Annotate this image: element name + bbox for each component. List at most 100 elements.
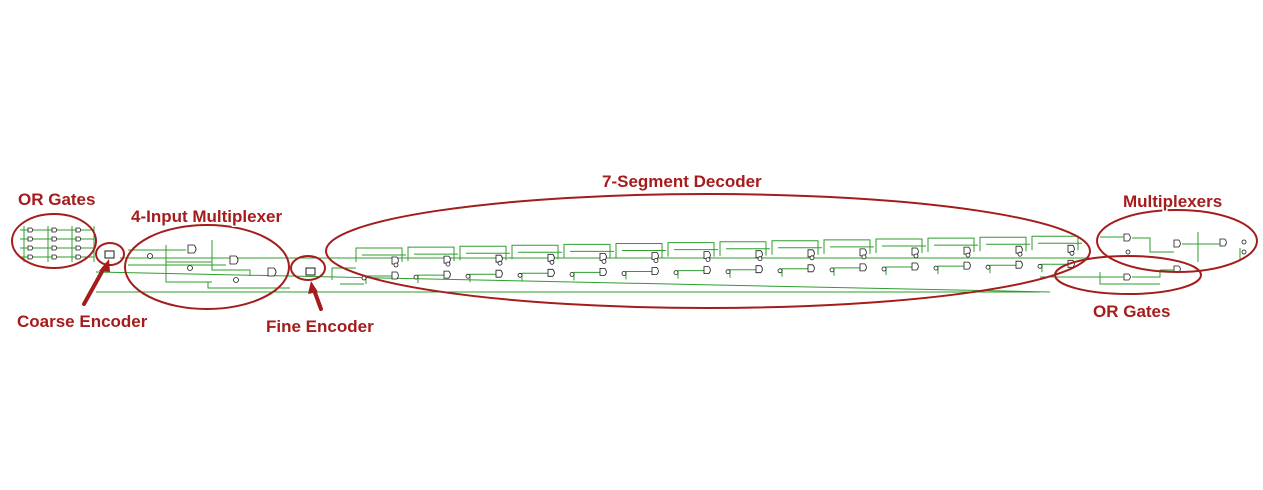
inverter-bubble	[569, 271, 575, 277]
inverter-bubble	[861, 254, 867, 260]
multiplexers-label: Multiplexers	[1123, 192, 1222, 211]
wire	[165, 245, 212, 283]
inverter-bubble	[413, 274, 419, 280]
inverter-bubble	[809, 255, 815, 261]
and-gate	[75, 227, 82, 233]
coarse-encoder-block	[104, 250, 115, 259]
wire	[1041, 263, 1074, 273]
and-gate	[51, 254, 58, 260]
inverter-bubble	[913, 253, 919, 259]
mux4-schematic	[128, 240, 290, 289]
inverter-bubble	[1037, 263, 1043, 269]
and-gate	[229, 255, 239, 265]
or-gates-left-label: OR Gates	[18, 190, 95, 209]
and-gate	[703, 266, 711, 274]
inverter-bubble	[1241, 239, 1247, 245]
inverter-bubble	[881, 266, 887, 272]
and-gate	[27, 236, 34, 242]
and-gate	[51, 227, 58, 233]
and-gate	[27, 245, 34, 251]
and-gate	[27, 227, 34, 233]
and-gate	[75, 236, 82, 242]
mux4-ring	[124, 224, 290, 310]
and-gate	[27, 254, 34, 260]
wire	[989, 264, 1022, 274]
coarse-encoder-label: Coarse Encoder	[17, 312, 148, 331]
wire	[469, 273, 502, 283]
and-gate	[911, 262, 919, 271]
wire	[677, 270, 710, 279]
inverter-bubble	[1125, 249, 1131, 255]
inverter-bubble	[497, 260, 503, 266]
inverter-bubble	[601, 258, 607, 264]
or-gates-right-ring	[1054, 255, 1202, 295]
and-gate	[547, 268, 555, 277]
inverter-bubble	[233, 277, 239, 283]
or-gates-right-schematic	[1040, 265, 1181, 285]
and-gate	[1123, 233, 1131, 242]
fine-encoder-label: Fine Encoder	[266, 317, 374, 336]
or-gates-left-ring	[11, 213, 97, 269]
and-gate	[1173, 239, 1181, 248]
inverter-bubble	[777, 268, 783, 274]
inverter-bubble	[829, 267, 835, 273]
inverter-bubble	[187, 265, 193, 271]
wire	[625, 271, 658, 280]
wire	[1132, 269, 1174, 278]
inverter-bubble	[1017, 251, 1023, 257]
coarse-encoder-ring	[95, 242, 125, 266]
wire	[781, 268, 814, 277]
inverter-bubble	[673, 270, 679, 276]
and-gate	[1219, 238, 1227, 247]
inverter-bubble	[653, 258, 659, 263]
seg7-label: 7-Segment Decoder	[602, 172, 762, 191]
and-gate	[859, 263, 867, 272]
wire	[207, 282, 290, 289]
inverter-bubble	[757, 256, 763, 262]
and-gate	[755, 265, 763, 274]
wire	[1132, 237, 1174, 253]
inverter-bubble	[965, 252, 971, 258]
and-gate	[75, 254, 82, 260]
inverter-bubble	[393, 262, 399, 268]
and-gate	[599, 268, 607, 276]
inverter-bubble	[147, 253, 153, 259]
inverter-bubble	[725, 269, 731, 275]
wire	[833, 267, 866, 276]
and-gate	[651, 267, 659, 275]
inverter-bubble	[445, 261, 451, 267]
wire	[166, 252, 213, 263]
wire	[331, 267, 356, 280]
seg7-decoder-schematic	[331, 235, 1082, 285]
multiplexers-schematic	[1100, 232, 1247, 262]
multiplexers-ring	[1096, 209, 1258, 273]
main-bus	[95, 257, 1090, 293]
and-gate	[51, 245, 58, 251]
seg7-ring	[325, 193, 1091, 309]
and-gate	[495, 269, 503, 278]
and-gate	[807, 264, 815, 273]
and-gate	[75, 245, 82, 251]
and-gate	[187, 244, 197, 254]
or-gates-right-label: OR Gates	[1093, 302, 1170, 321]
inverter-bubble	[933, 265, 939, 271]
wire	[1099, 272, 1160, 285]
and-gate	[963, 261, 971, 270]
inverter-bubble	[517, 272, 523, 278]
or-gates-left-schematic	[20, 226, 95, 262]
and-gate	[391, 271, 399, 280]
inverter-bubble	[621, 271, 627, 276]
wire	[937, 265, 970, 275]
fine-encoder-block	[305, 267, 316, 276]
and-gate	[51, 236, 58, 242]
and-gate	[1123, 273, 1131, 281]
wire	[573, 271, 606, 281]
wire	[211, 240, 251, 276]
and-gate	[267, 267, 277, 277]
inverter-bubble	[705, 257, 711, 263]
wire	[417, 274, 450, 284]
fine-encoder-arrow	[308, 281, 323, 311]
inverter-bubble	[1069, 250, 1075, 256]
inverter-bubble	[549, 259, 555, 265]
